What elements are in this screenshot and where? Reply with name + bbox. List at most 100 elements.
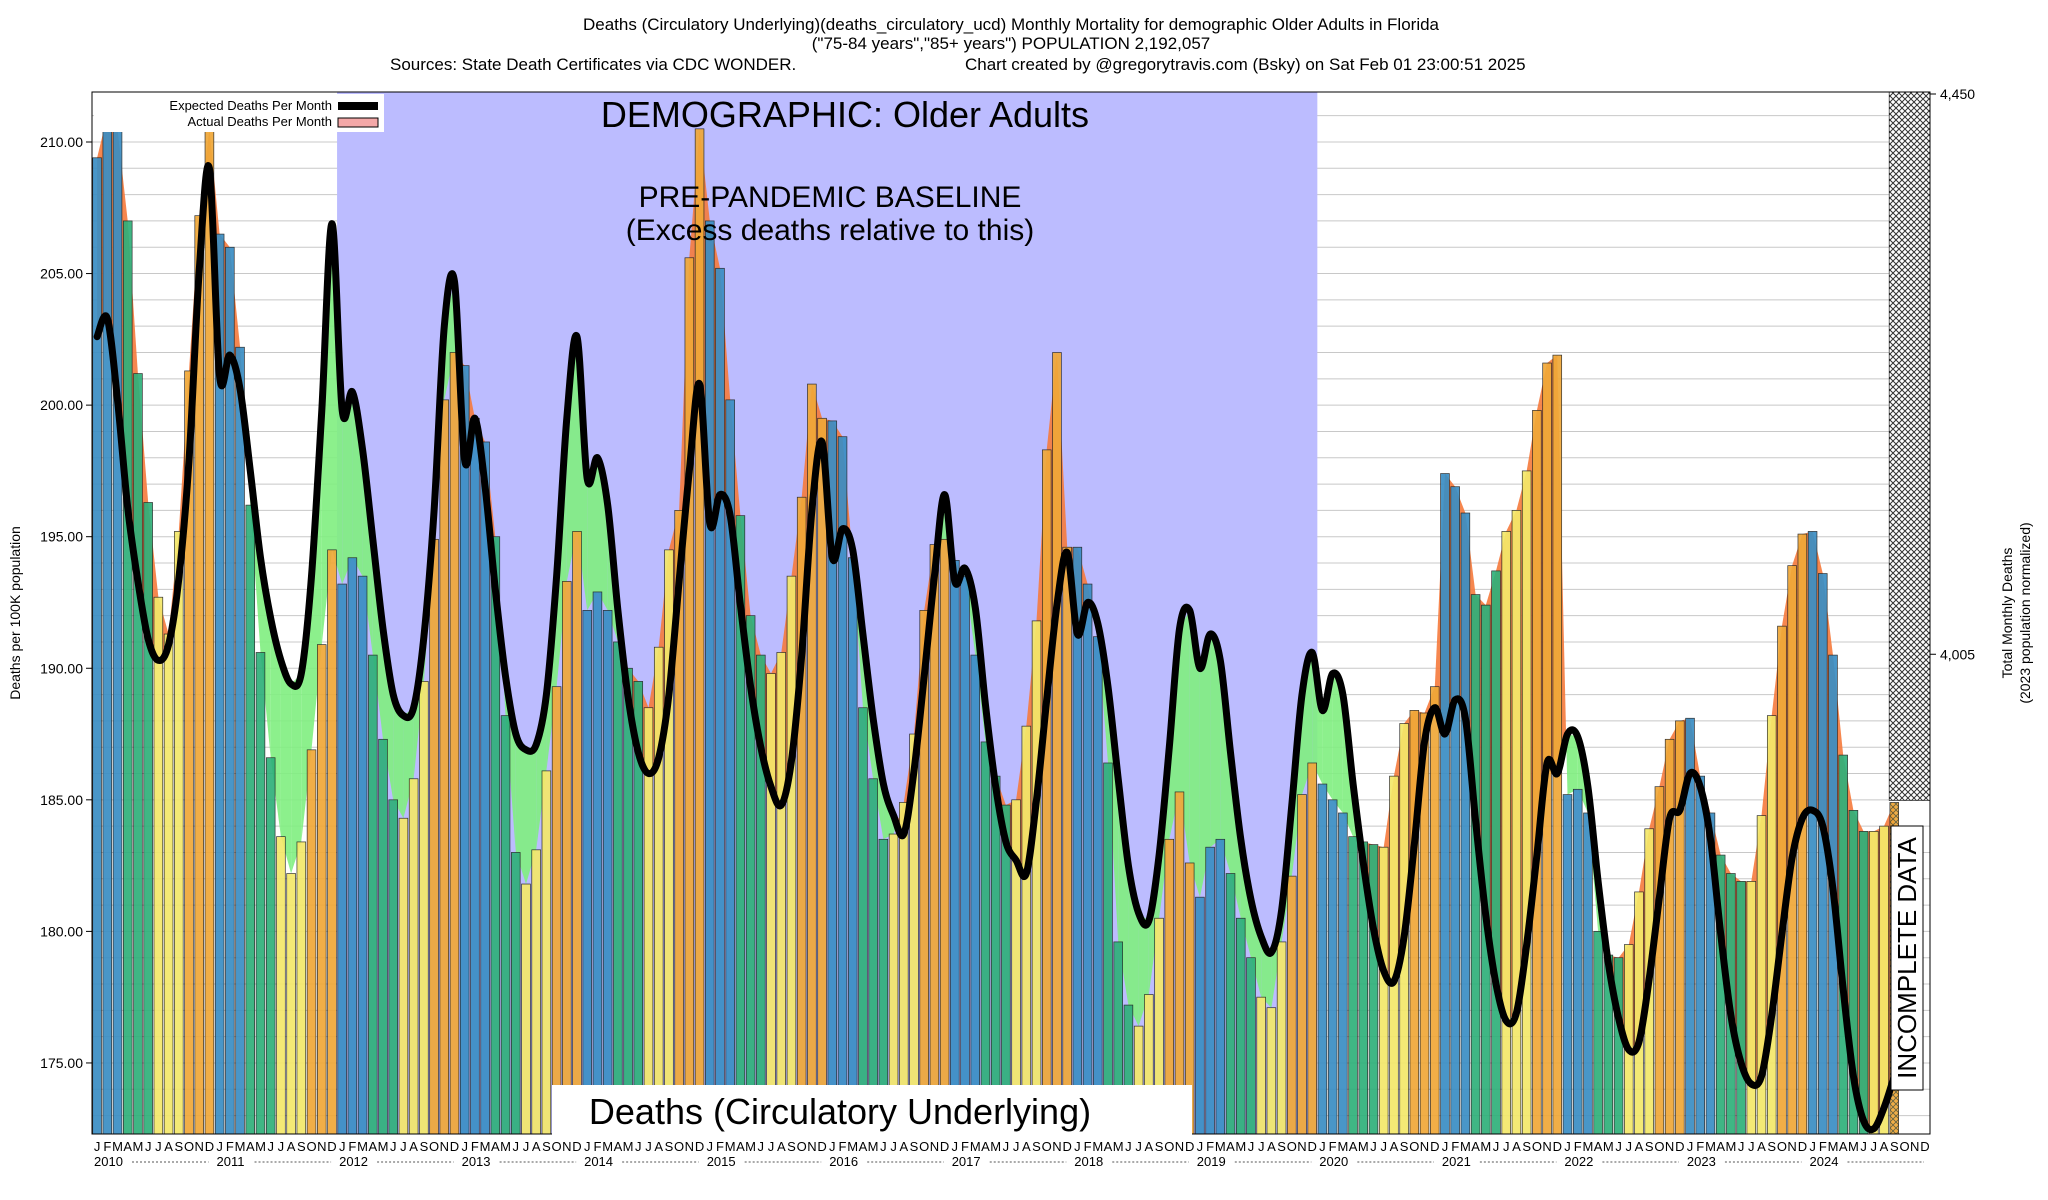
data-bar xyxy=(184,370,194,1134)
data-bar xyxy=(939,538,950,1134)
x-month-label: M xyxy=(1848,1139,1859,1154)
x-month-label: N xyxy=(1542,1139,1551,1154)
data-bar xyxy=(664,549,674,1134)
x-month-label: J xyxy=(1074,1139,1081,1154)
x-month-label: O xyxy=(1777,1139,1787,1154)
data-bar xyxy=(1205,846,1215,1134)
incomplete-label-box xyxy=(1890,825,1924,1091)
x-month-label: A xyxy=(1390,1139,1399,1154)
incomplete-data-label: INCOMPLETE DATA xyxy=(1892,836,1922,1078)
data-bar xyxy=(133,373,143,1134)
data-bar xyxy=(858,707,868,1134)
data-bar xyxy=(725,399,735,1134)
data-bar xyxy=(847,557,858,1134)
x-month-label: N xyxy=(440,1139,449,1154)
x-month-label: A xyxy=(859,1139,868,1154)
x-month-label: J xyxy=(1615,1139,1622,1154)
x-month-label: J xyxy=(523,1139,530,1154)
x-month-label: J xyxy=(1258,1139,1265,1154)
bars xyxy=(92,115,1899,1134)
data-bar xyxy=(653,646,664,1134)
data-bar xyxy=(970,654,980,1134)
x-month-label: M xyxy=(112,1139,123,1154)
x-month-label: D xyxy=(1920,1139,1929,1154)
x-month-label: A xyxy=(981,1139,990,1154)
x-month-label: A xyxy=(164,1139,173,1154)
x-month-label: M xyxy=(745,1139,756,1154)
data-bar xyxy=(194,215,204,1134)
y-tick-label: 210.00 xyxy=(40,134,83,150)
data-bar xyxy=(1756,815,1767,1134)
chart-sources: Sources: State Death Certificates via CD… xyxy=(390,55,796,74)
x-month-label: M xyxy=(602,1139,613,1154)
x-month-label: A xyxy=(1349,1139,1358,1154)
x-month-label: A xyxy=(246,1139,255,1154)
data-bar xyxy=(1348,836,1358,1134)
data-bar xyxy=(1297,794,1307,1134)
data-bar xyxy=(153,596,164,1134)
deficit-area xyxy=(1220,660,1231,874)
x-month-label: S xyxy=(910,1139,919,1154)
x-month-label: S xyxy=(297,1139,306,1154)
x-month-label: N xyxy=(1175,1139,1184,1154)
x-month-label: J xyxy=(880,1139,887,1154)
data-bar xyxy=(1430,686,1440,1134)
legend: Expected Deaths Per Month Actual Deaths … xyxy=(94,94,384,132)
deficit-area xyxy=(1108,686,1119,942)
data-bar xyxy=(1572,788,1583,1134)
data-bar xyxy=(1654,786,1665,1134)
data-bar xyxy=(439,399,450,1134)
data-bar xyxy=(1195,896,1205,1134)
data-bar xyxy=(1695,775,1705,1134)
x-month-label: F xyxy=(1451,1139,1459,1154)
x-month-label: M xyxy=(1215,1139,1226,1154)
x-month-label: S xyxy=(1277,1139,1286,1154)
data-bar xyxy=(368,654,378,1134)
x-month-label: J xyxy=(1013,1139,1020,1154)
x-month-label: N xyxy=(1052,1139,1061,1154)
data-bar xyxy=(1675,720,1685,1134)
data-bar xyxy=(521,883,531,1134)
x-month-label: F xyxy=(103,1139,111,1154)
x-month-label: O xyxy=(552,1139,562,1154)
demographic-label: DEMOGRAPHIC: Older Adults xyxy=(601,94,1089,135)
x-month-label: M xyxy=(357,1139,368,1154)
deficit-area xyxy=(1332,673,1343,813)
data-bar xyxy=(817,417,827,1134)
data-bar xyxy=(1532,410,1542,1134)
x-year-label: 2019 xyxy=(1197,1154,1226,1169)
x-month-label: M xyxy=(480,1139,491,1154)
x-month-label: M xyxy=(1603,1139,1614,1154)
x-month-label: F xyxy=(226,1139,234,1154)
x-month-label: S xyxy=(1645,1139,1654,1154)
data-bar xyxy=(1021,725,1032,1134)
x-month-label: D xyxy=(205,1139,214,1154)
data-bar xyxy=(388,799,398,1134)
x-year-label: 2010 xyxy=(94,1154,123,1169)
data-bar xyxy=(112,128,123,1134)
deficit-area xyxy=(566,336,577,582)
x-month-label: S xyxy=(1032,1139,1041,1154)
x-month-label: J xyxy=(1125,1139,1132,1154)
x-month-label: J xyxy=(1860,1139,1867,1154)
x-month-label: M xyxy=(235,1139,246,1154)
data-bar xyxy=(960,575,970,1134)
x-month-label: A xyxy=(614,1139,623,1154)
x-month-label: J xyxy=(645,1139,652,1154)
data-bar xyxy=(990,775,1001,1134)
data-bar xyxy=(1858,831,1869,1134)
data-bar xyxy=(1440,473,1450,1134)
data-bar xyxy=(1001,804,1011,1134)
x-month-label: J xyxy=(584,1139,591,1154)
data-bar xyxy=(919,610,929,1134)
x-month-label: M xyxy=(1358,1139,1369,1154)
x-month-label: F xyxy=(961,1139,969,1154)
chart-title-line1: Deaths (Circulatory Underlying)(deaths_c… xyxy=(583,15,1440,34)
data-bar xyxy=(500,715,511,1134)
x-month-label: D xyxy=(1553,1139,1562,1154)
x-month-label: M xyxy=(1725,1139,1736,1154)
data-bar xyxy=(1879,825,1889,1134)
x-month-label: J xyxy=(1003,1139,1010,1154)
data-bar xyxy=(286,873,296,1134)
x-month-label: F xyxy=(1329,1139,1337,1154)
